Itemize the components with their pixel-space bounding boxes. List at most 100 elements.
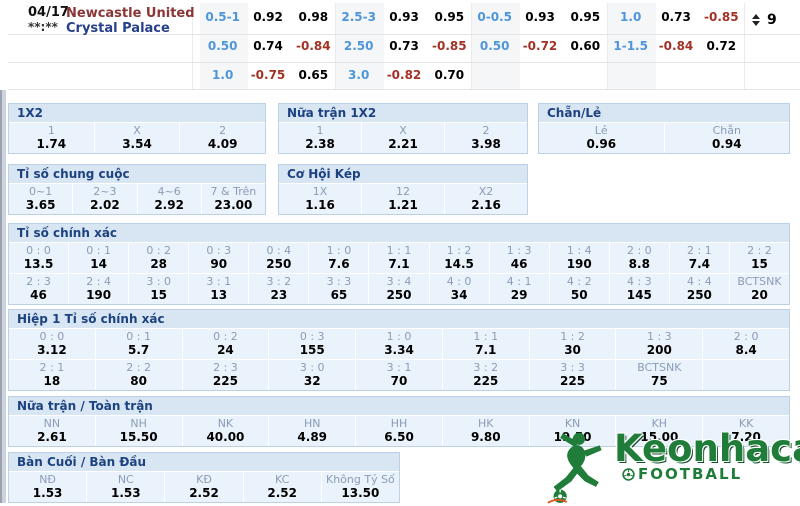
odds-value: 8.8 [628, 257, 650, 271]
column-divider [744, 3, 745, 89]
row-divider [8, 34, 800, 35]
bookmaker-count[interactable]: 9 [767, 12, 777, 28]
odds-value: 250 [386, 288, 412, 302]
odds-group: 2.50 0.73 -0.85 [336, 39, 472, 53]
odds-cell: 1 : 3 200 [616, 329, 703, 359]
away-team-name[interactable]: Crystal Palace [66, 21, 170, 36]
handicap-value: 1.0 [620, 10, 642, 25]
handicap-value: 1-1.5 [613, 39, 648, 53]
section-title: Bàn Cuối / Bàn Đầu [9, 453, 399, 472]
odds-value: 7.1 [388, 257, 410, 271]
odds-cell: 4 : 4 250 [669, 274, 729, 304]
odds-value: 15.50 [119, 430, 158, 444]
odds-cell: 3 : 4 250 [369, 274, 429, 304]
handicap-value: 1.0 [212, 67, 234, 82]
odds-cell: 1 : 1 7.1 [442, 329, 529, 359]
section-grid: 1 2.38 X 2.21 2 3.98 [279, 123, 527, 153]
odds-value: 250 [266, 257, 292, 271]
odds-cell: 4 : 3 145 [609, 274, 669, 304]
soccer-ball-icon [622, 467, 635, 481]
logo-brand-text: Keonhacai [614, 427, 800, 470]
odds-value: -0.72 [522, 39, 558, 53]
odds-label: 1 : 0 [386, 330, 412, 343]
section-row: 2 : 3 46 2 : 4 190 3 : 0 15 3 : 1 13 3 : 2 23 3 : … [9, 274, 789, 304]
odds-value: 4.09 [207, 137, 238, 151]
handicap-value: 2.5-3 [341, 10, 376, 25]
section-double-chance: Cơ Hội Kép 1X 1.16 12 1.21 X2 2.16 [278, 164, 528, 215]
section-row: 1X 1.16 12 1.21 X2 2.16 [279, 184, 527, 214]
odds-label: 1 : 3 [646, 330, 672, 343]
section-title: Nữa trận / Toàn trận [9, 397, 789, 416]
handicap-value: 0.50 [479, 39, 510, 53]
bookmaker-sort[interactable]: 9 [752, 12, 777, 28]
odds-value: 3.34 [384, 343, 414, 357]
odds-value: 15 [751, 257, 768, 271]
column-divider [607, 3, 608, 89]
odds-label: 7 & Trên [210, 185, 257, 198]
odds-value: 20 [751, 288, 768, 302]
odds-label: 2 : 1 [687, 244, 712, 257]
odds-cell: 0 : 2 24 [182, 329, 269, 359]
odds-value: 30 [564, 343, 581, 357]
odds-cell: 1 : 0 7.6 [309, 243, 369, 273]
odds-value: 5.7 [128, 343, 150, 357]
odds-value: 34 [450, 288, 468, 302]
home-team-name[interactable]: Newcastle United [66, 6, 195, 21]
odds-value: 225 [560, 374, 586, 388]
odds-label: 3 : 0 [299, 361, 325, 374]
odds-label: 0~1 [29, 185, 53, 198]
odds-value: 7.4 [688, 257, 711, 271]
odds-cell: 2 : 1 18 [9, 360, 95, 390]
handicap-value: 2.50 [343, 39, 374, 53]
odds-value: 0.93 [525, 10, 555, 25]
section-row: Lẻ 0.96 Chẵn 0.94 [539, 123, 789, 153]
odds-label: 0 : 0 [39, 330, 65, 343]
odds-rows: 0.5-1 0.92 0.98 2.5-3 0.93 0.95 0-0.5 0.93 0.95 1… [200, 3, 744, 89]
section-grid: NĐ 1.53 NC 1.53 KĐ 2.52 KC 2.52 Không Tỷ Số 13.50 [9, 472, 399, 502]
handicap-value: 0.50 [207, 39, 238, 53]
odds-value: 0.72 [706, 39, 737, 53]
odds-label: 0 : 1 [126, 330, 151, 343]
odds-label: KK [738, 417, 754, 430]
odds-value: 29 [510, 288, 528, 302]
odds-label: 1 : 2 [560, 330, 585, 343]
odds-value: 32 [303, 374, 321, 388]
section-title: Tỉ số chính xác [9, 224, 789, 243]
odds-label: X2 [478, 185, 494, 198]
odds-group: 0.50 0.74 -0.84 [200, 39, 336, 53]
odds-value: 75 [650, 374, 668, 388]
odds-value: 0.73 [389, 39, 419, 53]
row-divider [8, 89, 800, 90]
odds-label: KH [651, 417, 668, 430]
match-teams[interactable]: Newcastle United Crystal Palace [66, 6, 195, 36]
odds-value: 18 [43, 374, 61, 388]
odds-value: 0.92 [253, 10, 283, 25]
sort-up-icon [752, 14, 760, 19]
odds-cell: 0 : 1 5.7 [95, 329, 182, 359]
odds-value: -0.84 [296, 39, 331, 53]
section-row: NN 2.61 NH 15.50 NK 40.00 HN 4.89 HH 6.50 HK 9.80 KN… [9, 416, 789, 446]
section-ht-ft: Nữa trận / Toàn trận NN 2.61 NH 15.50 NK 40.0… [8, 396, 790, 447]
odds-value: 190 [86, 288, 112, 302]
odds-cell: X 3.54 [94, 123, 180, 153]
odds-cell: 4 : 2 50 [549, 274, 609, 304]
odds-value: 1.74 [36, 137, 67, 151]
section-1x2: 1X2 1 1.74 X 3.54 2 4.09 [8, 103, 266, 154]
odds-label: 0 : 1 [86, 244, 111, 257]
odds-label: NC [117, 473, 134, 486]
keonhacai-logo: Keonhacai FOOTBALL [546, 430, 800, 506]
odds-group: 1-1.5 -0.84 0.72 [608, 39, 744, 53]
odds-label: 3 : 3 [326, 275, 352, 288]
odds-label: 2 : 3 [213, 361, 238, 374]
sort-arrows-icon[interactable] [752, 14, 760, 26]
odds-value: 14.5 [444, 257, 474, 271]
odds-group: 0.5-1 0.92 0.98 [200, 10, 336, 24]
odds-cell: 3 : 1 70 [356, 360, 442, 390]
odds-cell: 2 : 4 190 [69, 274, 129, 304]
odds-label: 4 : 0 [446, 275, 472, 288]
odds-value: 2.92 [154, 198, 184, 212]
odds-value: 65 [330, 288, 348, 302]
odds-value: 0.60 [570, 39, 601, 53]
odds-value: 2.38 [305, 137, 335, 151]
odds-label: 1 : 3 [506, 244, 532, 257]
